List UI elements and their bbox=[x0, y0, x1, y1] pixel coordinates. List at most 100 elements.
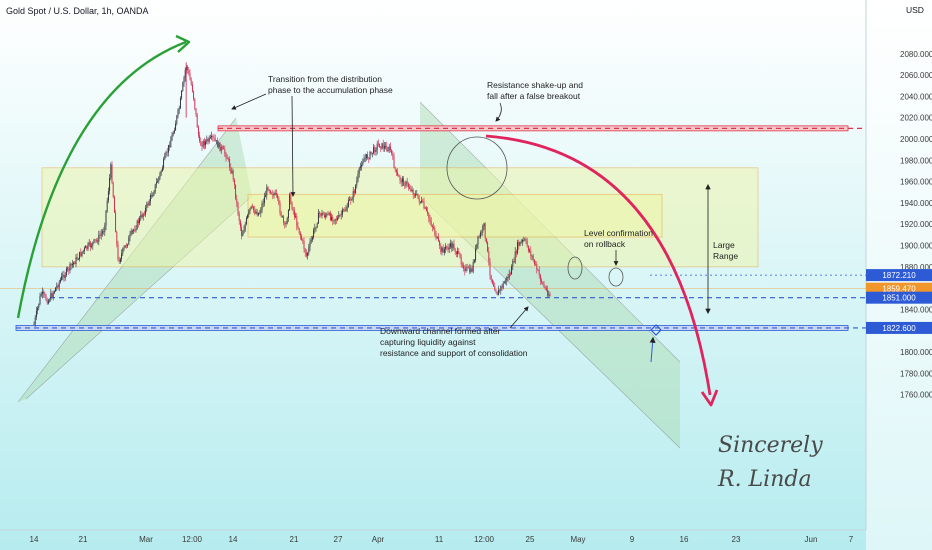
candle bbox=[425, 207, 427, 211]
candle bbox=[259, 212, 261, 214]
candle bbox=[262, 202, 264, 204]
candle bbox=[352, 191, 354, 199]
candle bbox=[115, 212, 117, 232]
candle bbox=[375, 149, 377, 152]
candle bbox=[134, 229, 136, 231]
price-tick-label: 1980.000 bbox=[900, 156, 932, 165]
candle bbox=[235, 184, 237, 199]
candle bbox=[391, 149, 393, 154]
candle bbox=[377, 143, 379, 145]
candle bbox=[130, 231, 132, 235]
currency-label: USD bbox=[906, 5, 924, 15]
candle bbox=[266, 187, 268, 196]
candle bbox=[358, 168, 360, 174]
candle bbox=[431, 225, 433, 227]
candle bbox=[34, 317, 36, 325]
candle bbox=[501, 286, 503, 288]
candle bbox=[455, 252, 457, 254]
candle bbox=[430, 221, 432, 226]
candle bbox=[482, 226, 484, 233]
candle bbox=[525, 239, 527, 242]
candle bbox=[231, 170, 233, 173]
candle bbox=[166, 152, 168, 153]
time-tick-label: 12:00 bbox=[182, 535, 203, 544]
candle bbox=[269, 190, 271, 193]
candle bbox=[457, 251, 459, 254]
candle bbox=[315, 227, 317, 229]
candle bbox=[142, 213, 144, 218]
price-tick-label: 2060.000 bbox=[900, 71, 932, 80]
candle bbox=[313, 230, 315, 238]
candle bbox=[331, 216, 333, 220]
candle bbox=[98, 234, 100, 243]
candle bbox=[253, 206, 255, 211]
candle bbox=[389, 146, 391, 150]
candle bbox=[471, 268, 473, 272]
candle bbox=[238, 213, 240, 221]
candle bbox=[271, 192, 273, 194]
level-note-line-2: on rollback bbox=[584, 239, 626, 249]
price-tick-label: 1780.000 bbox=[900, 369, 932, 378]
time-axis[interactable]: 14 21 Mar 12:00 14 21 27 Apr 11 12:00 25 May 9 16 23 Ju… bbox=[30, 535, 854, 544]
signature-line-2: R. Linda bbox=[717, 467, 812, 492]
candle bbox=[454, 249, 456, 253]
candle bbox=[208, 137, 210, 142]
candle bbox=[295, 216, 297, 217]
candle bbox=[458, 251, 460, 254]
candle bbox=[87, 244, 89, 249]
candle bbox=[393, 156, 395, 168]
candle bbox=[290, 194, 292, 203]
candle bbox=[376, 143, 378, 150]
candle bbox=[187, 66, 189, 70]
candle bbox=[518, 241, 520, 246]
candle bbox=[433, 226, 435, 229]
candle bbox=[82, 250, 84, 253]
red-downtrend-arrow bbox=[485, 134, 712, 396]
candle bbox=[428, 213, 430, 219]
candle bbox=[61, 276, 63, 280]
candle bbox=[137, 220, 139, 224]
candle bbox=[109, 178, 111, 192]
candle bbox=[118, 259, 120, 262]
candle bbox=[442, 247, 444, 253]
candle bbox=[280, 212, 282, 217]
candle bbox=[200, 140, 202, 146]
candle bbox=[495, 290, 497, 293]
candle bbox=[381, 143, 383, 149]
candle bbox=[148, 201, 150, 206]
candle bbox=[505, 281, 507, 283]
candle bbox=[520, 241, 522, 243]
candle bbox=[250, 206, 252, 209]
candle bbox=[81, 252, 83, 256]
time-tick-label: Mar bbox=[139, 535, 153, 544]
candle bbox=[117, 244, 119, 260]
candle bbox=[512, 261, 514, 267]
candle bbox=[213, 137, 215, 139]
time-tick-label: Apr bbox=[372, 535, 385, 544]
candle bbox=[80, 252, 82, 256]
candle bbox=[75, 257, 77, 264]
resistance-note-line-2: fall after a false breakout bbox=[487, 91, 581, 101]
candle bbox=[146, 203, 148, 208]
candle bbox=[333, 220, 335, 222]
candle bbox=[221, 146, 223, 148]
price-axis[interactable]: 2080.000 2060.000 2040.000 2020.000 2000.000… bbox=[900, 50, 932, 400]
resistance-note-pointer bbox=[495, 102, 502, 122]
price-tag-label: 1822.600 bbox=[882, 324, 916, 333]
price-tag-1822.600 bbox=[866, 321, 932, 334]
price-tick-label: 2000.000 bbox=[900, 135, 932, 144]
candle bbox=[418, 198, 420, 203]
candle bbox=[328, 213, 330, 215]
candle bbox=[346, 206, 348, 210]
candle bbox=[338, 215, 340, 218]
time-tick-label: 14 bbox=[229, 535, 238, 544]
candle bbox=[373, 147, 375, 154]
candle bbox=[195, 108, 197, 115]
candle bbox=[218, 142, 220, 148]
candle bbox=[157, 181, 159, 183]
candle bbox=[52, 292, 54, 297]
candle bbox=[406, 181, 408, 184]
signature-line-1: Sincerely bbox=[718, 433, 823, 458]
candle bbox=[105, 210, 107, 226]
